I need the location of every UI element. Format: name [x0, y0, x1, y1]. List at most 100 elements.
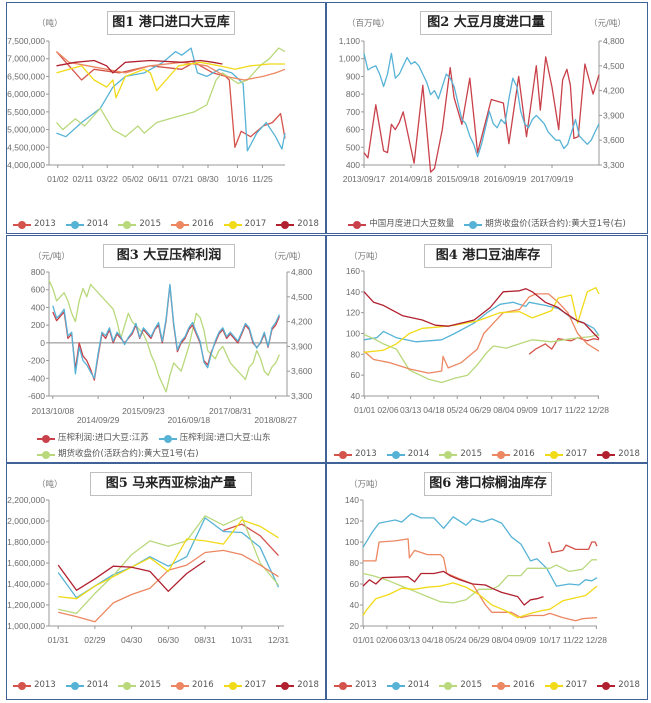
y-tick-label: 800 — [31, 267, 45, 277]
chart-legend: 2013 2014 2015 2016 2017 2018 — [7, 680, 325, 691]
y2-tick-label: 3,900 — [291, 341, 313, 351]
legend-item[interactable]: 2013 — [13, 219, 56, 230]
y2-tick-label: 3,600 — [603, 135, 625, 145]
legend-item[interactable]: 压榨利润:进口大豆:山东 — [158, 433, 270, 444]
x-tick-label: 2015/09/23 — [122, 406, 165, 416]
legend-label: 2014 — [407, 680, 430, 690]
x-tick-label: 2016/09/18 — [168, 415, 211, 425]
y-tick-label: 2,000,000 — [7, 516, 45, 526]
x-tick-label: 12/28 — [588, 405, 610, 415]
series-line-2016 — [58, 549, 279, 623]
x-tick-label: 2014/09/18 — [390, 174, 433, 184]
legend-item[interactable]: 2016 — [171, 680, 214, 691]
legend-marker-icon — [544, 450, 563, 459]
legend-item[interactable]: 2017 — [223, 680, 267, 691]
series-line-2013 — [56, 51, 286, 148]
y-tick-label: 4,000,000 — [7, 160, 45, 170]
x-tick-label: 03/13 — [399, 635, 421, 645]
legend-item[interactable]: 期货收盘价(活跃合约):黄大豆1号(右) — [37, 449, 199, 460]
legend-item[interactable]: 2018 — [276, 680, 319, 691]
series-line-2017 — [58, 519, 279, 600]
legend-marker-icon — [386, 450, 405, 459]
legend-item[interactable]: 2014 — [65, 219, 108, 230]
legend-item[interactable]: 2015 — [439, 680, 482, 691]
legend-marker-icon — [276, 681, 295, 690]
legend-marker-icon — [492, 450, 510, 459]
series-line-2018 — [362, 570, 544, 606]
legend-item[interactable]: 中国月度进口大豆数量 — [348, 219, 454, 230]
x-tick-label: 02/11 — [72, 174, 93, 184]
series-line-2015 — [362, 559, 597, 604]
chart-title: 图2 大豆月度进口量 — [420, 11, 552, 35]
legend-marker-icon — [158, 434, 177, 443]
legend-item[interactable]: 期货收盘价(活跃合约):黄大豆1号(右) — [464, 219, 626, 230]
legend-item[interactable]: 2017 — [223, 219, 266, 230]
y-tick-label: 1,600,000 — [7, 558, 45, 568]
legend-label: 期货收盘价(活跃合约):黄大豆1号(右) — [485, 219, 626, 229]
legend-marker-icon — [13, 681, 32, 690]
x-tick-label: 2016/09/19 — [484, 174, 527, 184]
legend-label: 2017 — [244, 680, 267, 690]
legend-item[interactable]: 2018 — [597, 449, 640, 460]
series-line-2017 — [363, 287, 600, 353]
x-tick-label: 04/18 — [423, 405, 445, 415]
legend-item[interactable]: 2013 — [13, 680, 56, 691]
y-axis-unit: （万吨） — [349, 252, 384, 262]
legend-label: 期货收盘价(活跃合约):黄大豆1号(右) — [58, 449, 199, 459]
y-tick-label: -200 — [28, 356, 45, 366]
legend-marker-icon — [439, 450, 458, 459]
y-tick-label: 700 — [346, 107, 360, 117]
y-tick-label: 20 — [350, 621, 360, 631]
y-tick-label: 400 — [31, 302, 45, 312]
legend-item[interactable]: 2013 — [334, 680, 377, 691]
y-tick-label: 200 — [31, 320, 45, 330]
y2-tick-label: 4,800 — [291, 267, 313, 277]
y-tick-label: 7,500,000 — [7, 36, 45, 46]
legend-marker-icon — [276, 220, 295, 229]
legend-item[interactable]: 2015 — [439, 449, 482, 460]
x-tick-label: 06/11 — [148, 174, 169, 184]
legend-marker-icon — [171, 681, 189, 690]
series-line-期货收盘价(活跃合约):黄大豆1号(右) — [363, 52, 600, 158]
legend-marker-icon — [37, 434, 55, 443]
series-line-2013 — [548, 541, 598, 554]
chart-legend: 中国月度进口大豆数量 期货收盘价(活跃合约):黄大豆1号(右) — [327, 219, 647, 230]
y-tick-label: 4,500,000 — [7, 142, 45, 152]
y-tick-label: 100 — [345, 537, 359, 547]
legend-item[interactable]: 2014 — [386, 449, 429, 460]
x-tick-label: 02/06 — [377, 405, 399, 415]
y-tick-label: 1,000 — [339, 54, 361, 64]
x-tick-label: 12/28 — [586, 635, 608, 645]
legend-item[interactable]: 压榨利润:进口大豆:江苏 — [37, 433, 149, 444]
legend-item[interactable]: 2014 — [386, 680, 430, 691]
x-tick-label: 11/22 — [565, 405, 586, 415]
legend-marker-icon — [597, 681, 616, 690]
legend-item[interactable]: 2016 — [171, 219, 214, 230]
legend-label: 2013 — [355, 449, 377, 459]
series-line-2013 — [223, 523, 279, 557]
legend-item[interactable]: 2016 — [492, 449, 535, 460]
legend-item[interactable]: 2017 — [544, 449, 587, 460]
legend-label: 2015 — [139, 680, 161, 690]
legend-item[interactable]: 2015 — [118, 680, 161, 691]
legend-item[interactable]: 2014 — [65, 680, 108, 691]
y-tick-label: 6,000,000 — [7, 89, 45, 99]
x-tick-label: 05/02 — [122, 174, 144, 184]
chart-title: 图1 港口进口大豆库 — [107, 11, 235, 35]
legend-label: 中国月度进口大豆数量 — [369, 219, 455, 229]
legend-item[interactable]: 2016 — [492, 680, 535, 691]
legend-label: 2018 — [618, 449, 640, 459]
legend-item[interactable]: 2013 — [334, 449, 377, 460]
y2-tick-label: 3,300 — [291, 391, 313, 401]
chart-legend: 2013 2014 2015 2016 2017 2018 — [327, 449, 647, 460]
legend-item[interactable]: 2018 — [276, 219, 319, 230]
y-axis-unit: （吨） — [37, 19, 63, 29]
y2-tick-label: 3,900 — [603, 110, 625, 120]
y-tick-label: -600 — [28, 391, 45, 401]
legend-item[interactable]: 2018 — [597, 680, 640, 691]
y-tick-label: -400 — [28, 373, 45, 383]
legend-item[interactable]: 2015 — [118, 219, 161, 230]
x-tick-label: 09/09 — [515, 635, 537, 645]
legend-item[interactable]: 2017 — [544, 680, 587, 691]
x-tick-label: 2014/09/29 — [77, 415, 120, 425]
